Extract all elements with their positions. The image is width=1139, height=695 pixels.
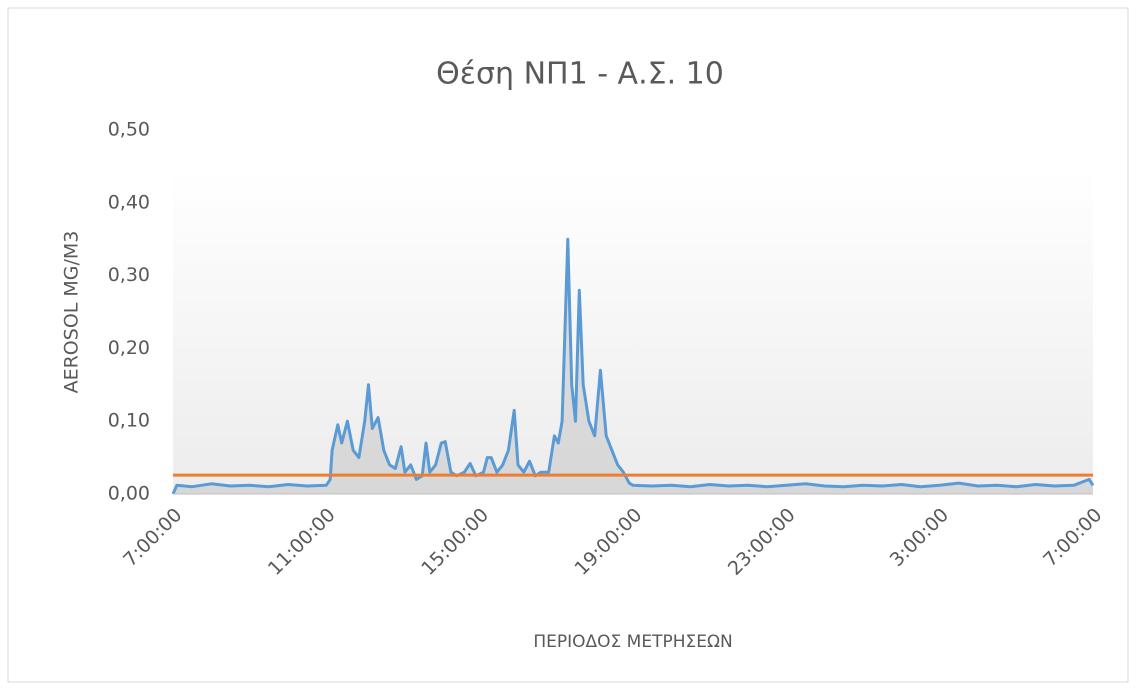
line: [171, 237, 1095, 495]
y-tick-label: 0,50: [108, 119, 150, 141]
plot-background: [173, 170, 1093, 494]
y-tick-label: 0,20: [108, 337, 150, 359]
x-axis-title: ΠΕΡΙΟΔΟΣ ΜΕΤΡΗΣΕΩΝ: [533, 632, 732, 652]
chart-title: Θέση ΝΠ1 - Α.Σ. 10: [436, 57, 724, 92]
y-tick-label: 0,00: [108, 483, 150, 505]
y-tick-label: 0,10: [108, 410, 150, 432]
y-tick-label: 0,40: [108, 191, 150, 213]
y-axis-title: AEROSOL MG/M3: [61, 231, 83, 394]
y-tick-label: 0,30: [108, 264, 150, 286]
